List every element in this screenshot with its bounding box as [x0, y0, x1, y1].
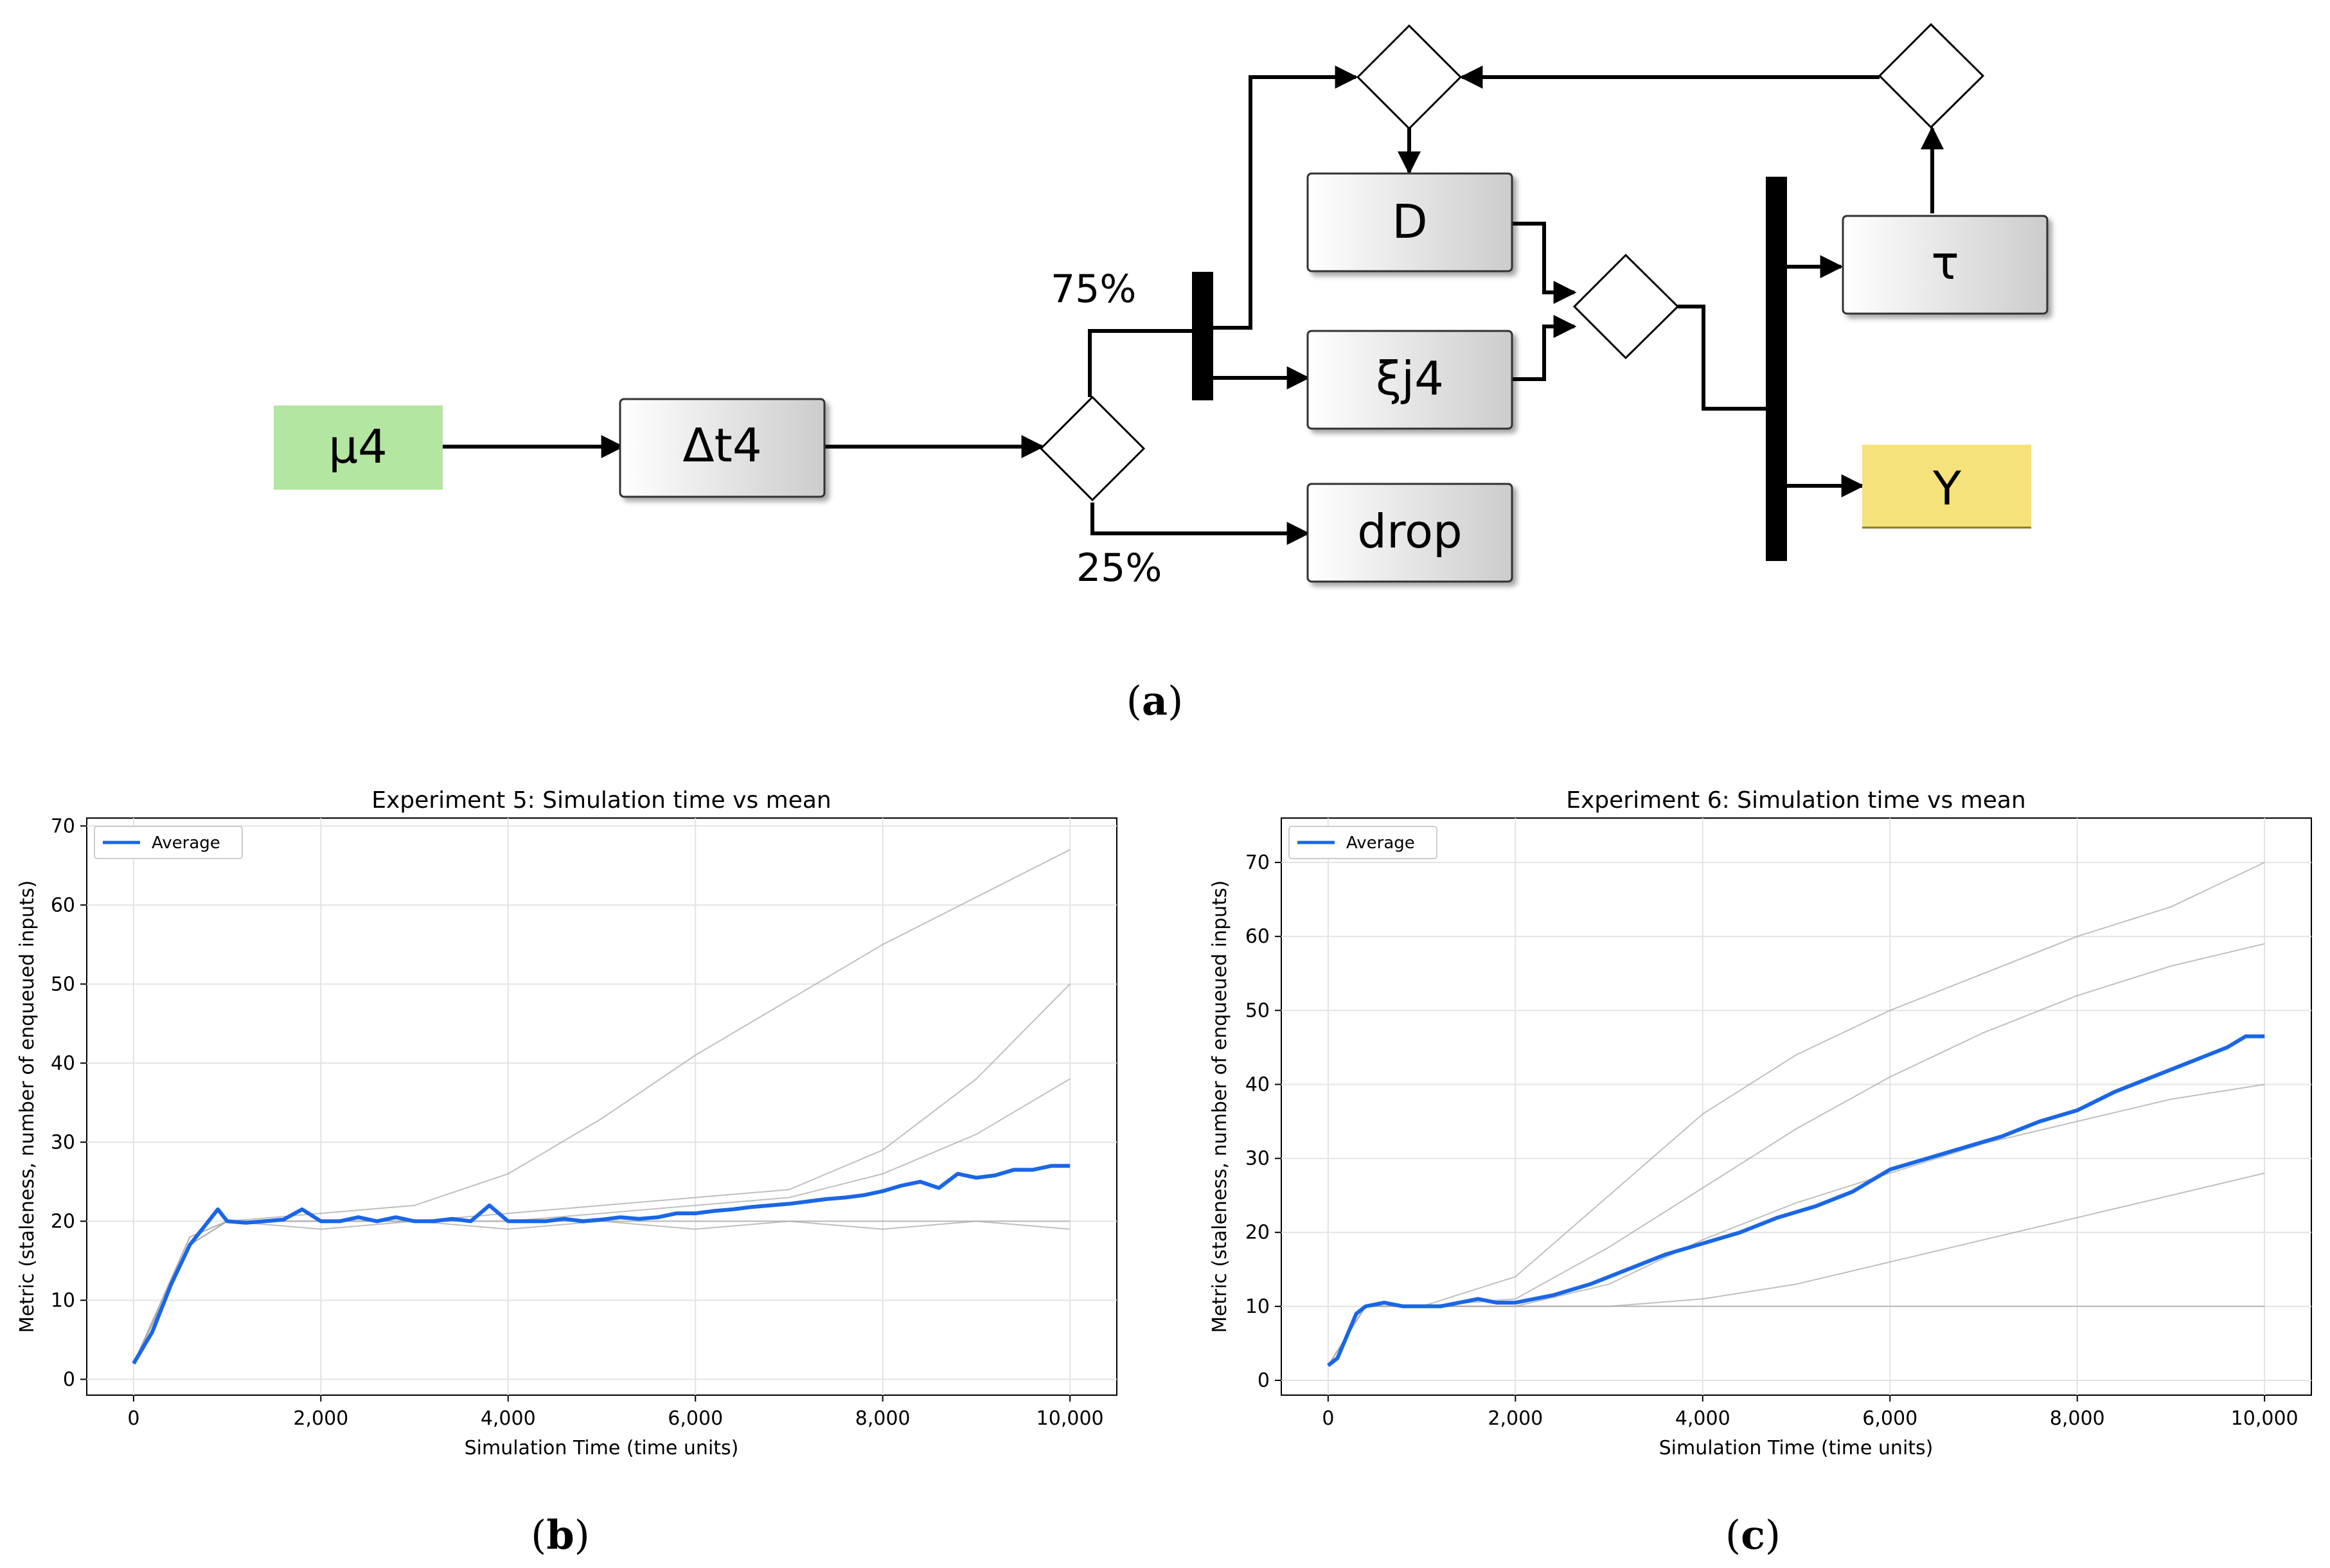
process-box-drop-label: drop [1357, 504, 1462, 558]
process-box-dt4 [619, 398, 826, 498]
chart-c-xtick-label: 6,000 [1862, 1407, 1917, 1430]
edge-label-75-percent: 75% [1051, 267, 1136, 312]
chart-c-title: Experiment 6: Simulation time vs mean [1566, 787, 2026, 814]
chart-b-series-average-line [132, 1164, 1071, 1365]
chart-b-ytick-label: 40 [51, 1052, 75, 1074]
chart-c-legend-label: Average [1346, 833, 1415, 853]
chart-c-series-average-line [1327, 1034, 2265, 1368]
process-box-drop [1306, 483, 1513, 583]
chart-b-ytick-label: 30 [51, 1131, 75, 1154]
chart-b-lines [132, 849, 1071, 1365]
chart-c-xtick-label: 8,000 [2050, 1407, 2105, 1430]
chart-b-title: Experiment 5: Simulation time vs mean [371, 787, 832, 814]
chart-c-xlabel: Simulation Time (time units) [1659, 1437, 1934, 1459]
chart-c-xtick-label: 10,000 [2231, 1407, 2299, 1430]
process-box-D-label: D [1392, 195, 1427, 249]
sync-bar-output [1766, 177, 1787, 561]
chart-b-axes: 0 2,000 4,000 6,000 8,000 10,000 0 10 20 30 40 50 60… [51, 815, 1104, 1430]
chart-b-xtick-label: 8,000 [855, 1407, 911, 1430]
chart-c-ylabel: Metric (staleness, number of enqueued in… [1209, 880, 1231, 1333]
panel-label-b: (b) [531, 1511, 590, 1558]
chart-c-ytick-label: 30 [1245, 1148, 1270, 1170]
edge-bar1-topjoin [1213, 66, 1358, 330]
process-box-tau-label: τ [1931, 236, 1959, 290]
chart-b-ytick-label: 20 [51, 1210, 75, 1233]
chart-b-xtick-label: 2,000 [293, 1407, 348, 1430]
chart-experiment-6: 0 2,000 4,000 6,000 8,000 10,000 0 10 20 30 40 50 60… [1209, 787, 2312, 1459]
chart-b-series-run-line [132, 1220, 1071, 1364]
decision-diamond-merge [1572, 253, 1680, 360]
chart-b-legend: Average [94, 826, 243, 859]
chart-b-legend-label: Average [152, 833, 220, 853]
sync-bar-fork [1192, 272, 1213, 400]
process-box-xij4-label: ξj4 [1376, 352, 1444, 405]
chart-c-ytick-label: 40 [1245, 1073, 1270, 1096]
chart-b-plot-area [86, 817, 1117, 1396]
chart-c-plot-area [1281, 817, 2312, 1396]
edge-join-bar2 [1678, 305, 1766, 411]
edge-xij4-join [1512, 315, 1577, 381]
chart-b-ytick-label: 10 [51, 1289, 75, 1312]
edge-label-25-percent: 25% [1076, 546, 1162, 591]
process-box-xij4 [1306, 330, 1513, 430]
chart-b-ytick-label: 50 [51, 973, 75, 995]
chart-c-legend-box [1288, 826, 1437, 859]
chart-c-lines [1327, 862, 2265, 1368]
decision-diamond-top-join [1356, 24, 1463, 130]
chart-c-xtick-label: 4,000 [1675, 1407, 1730, 1430]
edge-split-bar1 [1088, 329, 1192, 397]
panel-label-c: (c) [1725, 1511, 1781, 1558]
process-box-tau [1842, 215, 2049, 315]
chart-b-xtick-label: 6,000 [668, 1407, 723, 1430]
chart-c-ytick-label: 10 [1245, 1296, 1270, 1318]
chart-b-grid [87, 818, 1117, 1395]
chart-b-xtick-label: 0 [127, 1407, 139, 1430]
chart-c-xtick-label: 0 [1322, 1407, 1334, 1430]
sink-node-Y [1862, 445, 2031, 528]
chart-c-ytick-label: 70 [1245, 851, 1270, 874]
source-node-mu4 [274, 405, 443, 490]
chart-b-ytick-label: 0 [63, 1368, 75, 1391]
chart-b-ytick-label: 70 [51, 815, 75, 837]
decision-diamond-split [1039, 395, 1146, 502]
edge-D-join [1512, 222, 1577, 304]
chart-b-xtick-label: 10,000 [1036, 1407, 1104, 1430]
chart-c-axes: 0 2,000 4,000 6,000 8,000 10,000 0 10 20 30 40 50 60… [1245, 851, 2299, 1430]
chart-c-ytick-label: 50 [1245, 999, 1270, 1022]
chart-b-xlabel: Simulation Time (time units) [465, 1437, 739, 1459]
flow-diagram: μ4 Y Δt4 D ξj4 drop τ 75% 25% [274, 22, 2049, 591]
diagram-edges [442, 66, 1944, 545]
source-node-mu4-label: μ4 [328, 420, 387, 474]
edge-split-drop [1090, 503, 1310, 545]
chart-c-xtick-label: 2,000 [1488, 1407, 1543, 1430]
process-box-D [1306, 172, 1513, 272]
decision-diamond-loop [1878, 22, 1985, 129]
chart-experiment-5: 0 2,000 4,000 6,000 8,000 10,000 0 10 20 30 40 50 60… [16, 787, 1117, 1459]
chart-c-ytick-label: 20 [1245, 1222, 1270, 1244]
chart-b-ytick-label: 60 [51, 894, 75, 916]
process-box-dt4-label: Δt4 [682, 418, 761, 472]
panel-label-a: (a) [1126, 677, 1184, 724]
chart-c-ytick-label: 60 [1245, 925, 1270, 948]
chart-b-xtick-label: 4,000 [481, 1407, 536, 1430]
chart-b-ylabel: Metric (staleness, number of enqueued in… [16, 880, 39, 1333]
chart-c-ytick-label: 0 [1258, 1369, 1270, 1392]
chart-b-legend-box [94, 826, 243, 859]
sink-node-Y-label: Y [1932, 461, 1962, 515]
chart-c-legend: Average [1288, 826, 1437, 859]
